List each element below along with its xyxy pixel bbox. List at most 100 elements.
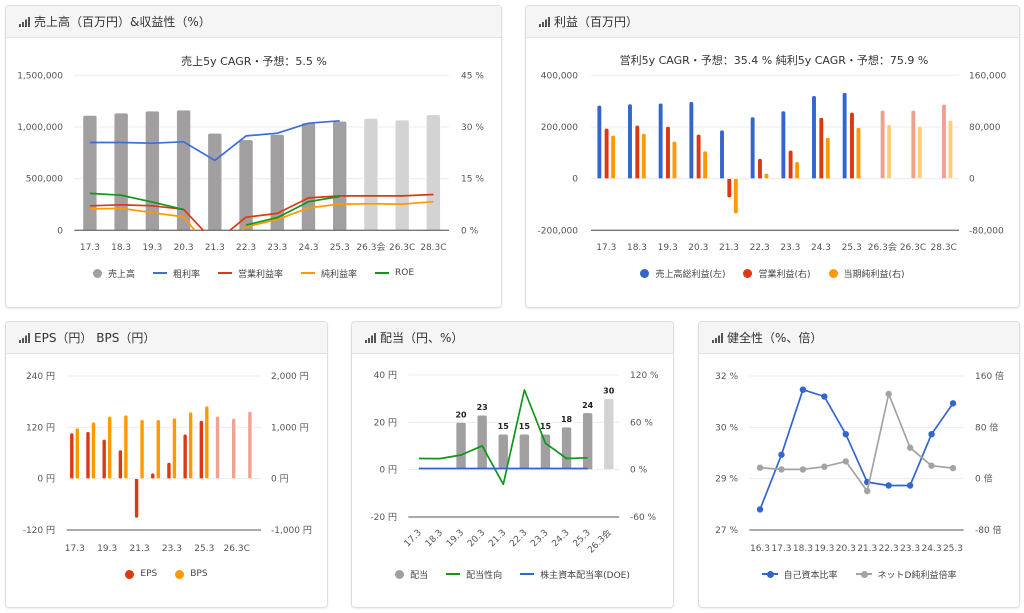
bar[interactable] [665,126,671,179]
bar[interactable] [231,418,237,479]
bar[interactable] [134,478,139,519]
bar[interactable] [688,101,694,179]
bar[interactable] [610,134,616,179]
bar[interactable] [301,122,316,231]
legend-item[interactable]: 売上高総利益(左) [640,267,725,280]
data-point[interactable] [842,458,849,465]
data-point[interactable] [821,463,828,470]
data-point[interactable] [756,506,764,513]
series-line[interactable] [89,192,340,226]
bar[interactable] [476,414,488,470]
bar[interactable] [215,415,220,479]
data-point[interactable] [885,482,892,489]
data-point[interactable] [778,466,785,473]
bar[interactable] [204,405,210,479]
bar[interactable] [603,398,615,470]
bar[interactable] [199,420,204,479]
bar[interactable] [794,161,800,179]
bar[interactable] [849,112,855,179]
bar[interactable] [750,116,756,179]
bar[interactable] [818,117,824,179]
bar[interactable] [763,172,770,179]
bar[interactable] [519,433,530,470]
bar[interactable] [74,427,80,479]
data-point[interactable] [949,400,957,407]
bar[interactable] [917,126,923,179]
bar[interactable] [123,414,129,479]
bar[interactable] [332,121,348,231]
legend-item[interactable]: 営業利益(右) [743,267,811,280]
data-point[interactable] [928,462,935,469]
data-point[interactable] [799,386,807,393]
series-line[interactable] [759,393,954,492]
bar[interactable] [641,133,647,179]
legend-item[interactable]: EPS [125,569,157,579]
bar[interactable] [176,109,191,231]
data-point[interactable] [778,451,785,458]
bar[interactable] [91,421,96,479]
series-line[interactable] [89,119,340,162]
bar[interactable] [880,110,886,179]
bar[interactable] [634,124,640,179]
bar[interactable] [182,433,188,479]
bar[interactable] [733,178,739,214]
legend-item[interactable]: BPS [175,569,208,579]
data-point[interactable] [928,430,935,438]
bar[interactable] [139,419,145,479]
bar[interactable] [855,127,862,179]
bar[interactable] [696,134,702,179]
bar[interactable] [247,411,253,479]
bar[interactable] [604,128,610,179]
bar[interactable] [155,419,161,479]
legend-item[interactable]: 純利益率 [301,267,357,280]
bar[interactable] [947,120,954,179]
legend-item[interactable]: 売上高 [92,267,135,280]
legend-item[interactable]: ROE [375,268,414,278]
bar[interactable] [702,150,708,179]
data-point[interactable] [842,430,849,438]
bar[interactable] [497,433,509,470]
bar[interactable] [101,439,107,479]
bar[interactable] [426,114,441,231]
bar[interactable] [941,103,947,179]
bar[interactable] [540,433,551,470]
data-point[interactable] [821,393,828,400]
bar[interactable] [69,432,75,479]
legend-item[interactable]: 配当 [395,568,428,581]
legend-item[interactable]: 自己資本比率 [761,568,838,581]
bar[interactable] [842,92,848,179]
bar[interactable] [596,104,602,179]
bar[interactable] [269,134,285,231]
bar[interactable] [811,95,817,179]
series-line[interactable] [418,389,588,486]
bar[interactable] [582,412,593,470]
bar[interactable] [886,124,892,179]
bar[interactable] [207,133,223,231]
legend-item[interactable]: 粗利率 [152,267,200,280]
legend-item[interactable]: 株主資本配当率(DOE) [520,568,630,581]
bar[interactable] [825,137,831,179]
series-line[interactable] [89,200,434,255]
bar[interactable] [150,472,156,479]
bar[interactable] [780,110,786,179]
bar[interactable] [658,102,664,179]
data-point[interactable] [885,390,892,398]
data-point[interactable] [799,466,807,473]
bar[interactable] [188,411,193,479]
bar[interactable] [561,426,572,470]
bar[interactable] [363,118,379,231]
bar[interactable] [107,416,112,479]
legend-item[interactable]: 配当性向 [446,568,502,581]
bar[interactable] [726,178,732,198]
legend-item[interactable]: 当期純利益(右) [828,267,905,280]
bar[interactable] [910,110,916,179]
series-line[interactable] [89,193,434,243]
bar[interactable] [166,462,172,479]
legend-item[interactable]: ネットD純利益倍率 [855,568,956,581]
legend-item[interactable]: 営業利益率 [217,267,283,280]
bar[interactable] [85,431,91,479]
series-line[interactable] [759,388,954,510]
bar[interactable] [394,119,410,231]
bar[interactable] [719,129,725,179]
bar[interactable] [788,149,794,179]
